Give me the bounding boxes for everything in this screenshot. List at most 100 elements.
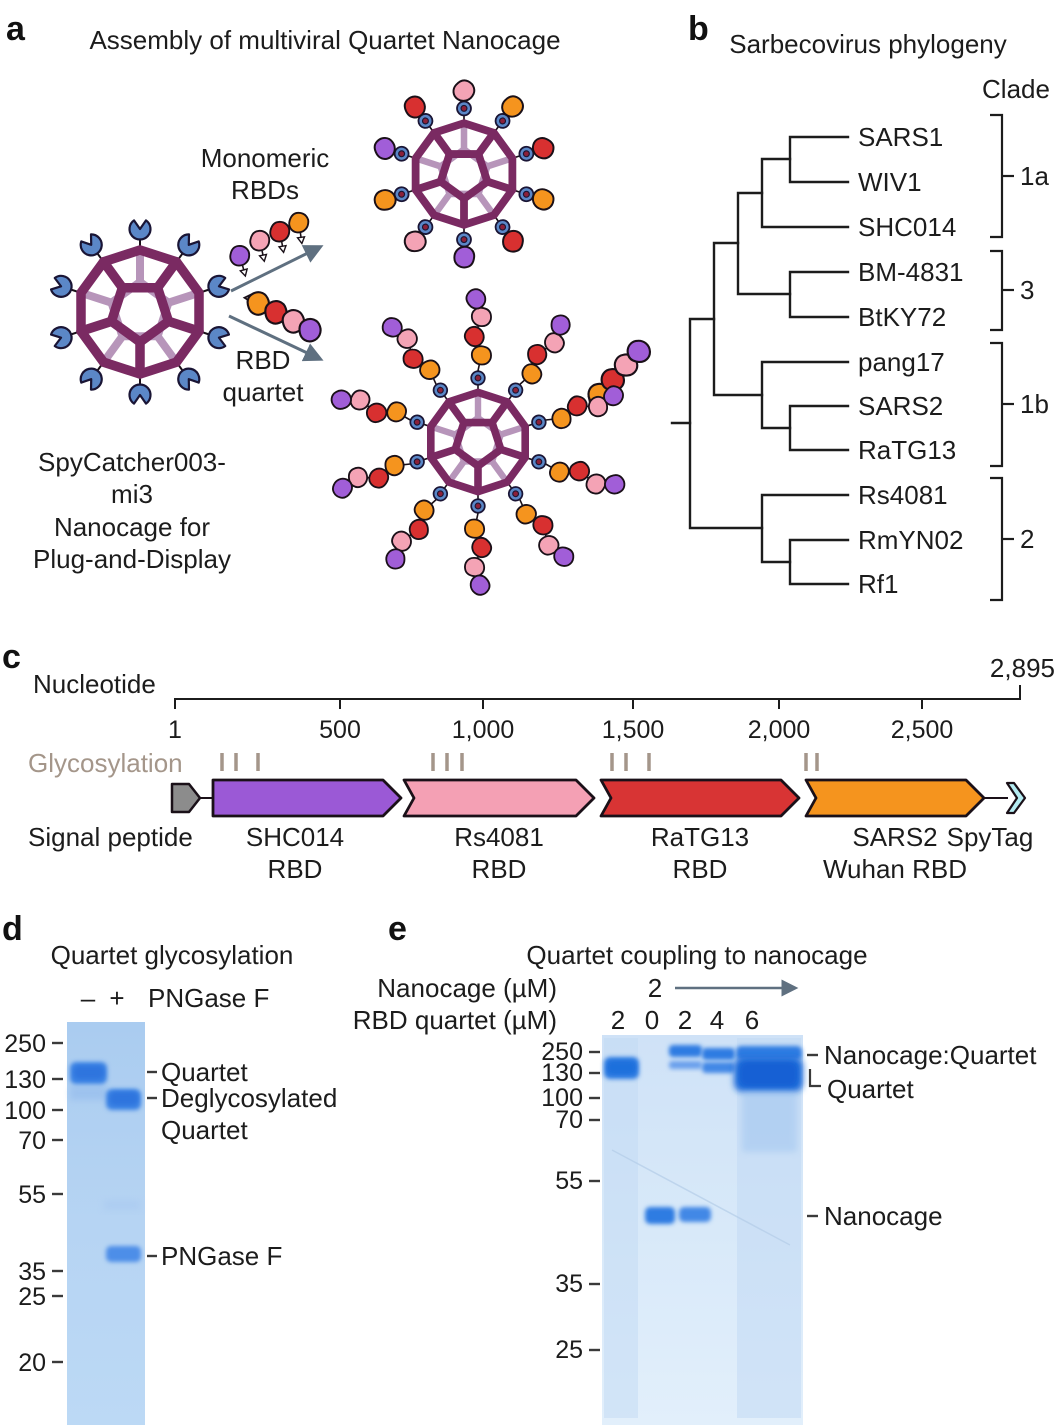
taxon-label: RaTG13: [858, 435, 956, 465]
monomeric-rbds-label-2: RBDs: [231, 175, 299, 205]
glycosylation-label: Glycosylation: [28, 748, 183, 778]
clade-label: 1a: [1020, 161, 1049, 191]
panel-b-title: Sarbecovirus phylogeny: [729, 29, 1007, 59]
gene-label-rs4081: Rs4081: [454, 822, 544, 852]
panel-e: e Quartet coupling to nanocage Nanocage …: [353, 910, 1037, 1425]
panel-e-letter: e: [388, 910, 407, 948]
panel-d-letter: d: [2, 910, 23, 948]
gene-map: [170, 778, 1027, 818]
clade-label: 2: [1020, 524, 1034, 554]
spytag-block: [1005, 781, 1027, 815]
ladder-label: 70: [18, 1127, 46, 1155]
taxon-label: BtKY72: [858, 302, 946, 332]
ladder-label: 55: [555, 1167, 583, 1195]
panel-a-title: Assembly of multiviral Quartet Nanocage: [89, 25, 560, 55]
rbd-quartet-conc-label: RBD quartet (µM): [353, 1005, 557, 1035]
gel-d-annotations: Quartet Deglycosylated Quartet PNGase F: [147, 1057, 337, 1271]
gene-sublabel-shc014: RBD: [268, 854, 323, 884]
band-lane4-complex: [702, 1048, 735, 1060]
taxa-labels: SARS1 WIV1 SHC014 BM-4831 BtKY72 pang17 …: [858, 122, 964, 599]
band-annotation-pngasef: PNGase F: [161, 1241, 282, 1271]
monomeric-rbds-label-1: Monomeric: [201, 143, 330, 173]
panel-d: d Quartet glycosylation – + PNGase F 250…: [2, 910, 337, 1425]
panel-a-letter: a: [6, 10, 26, 48]
signal-peptide-label: Signal peptide: [28, 822, 193, 852]
caption-plug-and-display: Plug-and-Display: [33, 544, 231, 574]
nanocage-conc-label: Nanocage (µM): [377, 973, 557, 1003]
band-lane5-complex: [736, 1046, 802, 1060]
rbd-quartet-chain-icon: [241, 287, 328, 346]
lane-value: 2: [611, 1005, 625, 1035]
gene-label-sars2: SARS2: [852, 822, 937, 852]
taxon-label: BM-4831: [858, 257, 964, 287]
gel-e-annotations: Nanocage:Quartet Quartet Nanocage: [807, 1040, 1037, 1231]
taxon-label: SHC014: [858, 212, 956, 242]
gel-d: [67, 1022, 145, 1425]
gel-e: [602, 1035, 803, 1425]
panel-a: a Assembly of multiviral Quartet Nanocag…: [6, 10, 658, 598]
spytag-label: SpyTag: [947, 822, 1034, 852]
clade-label: 1b: [1020, 389, 1049, 419]
band-annotation-deglycosylated-1: Deglycosylated: [161, 1083, 337, 1113]
panel-c: c Nucleotide 2,895 1 500 1,000 1,500 2,0…: [2, 638, 1055, 884]
ladder-label: 35: [555, 1270, 583, 1298]
taxon-label: SARS2: [858, 391, 943, 421]
phylogeny-tree: [670, 135, 850, 586]
clade-label: 3: [1020, 275, 1034, 305]
band-lane3-nanocage: [679, 1207, 711, 1222]
band-annotation-nanocage: Nanocage: [824, 1201, 943, 1231]
ladder-label: 130: [4, 1066, 46, 1094]
panel-b-letter: b: [688, 10, 709, 48]
gene-sublabel-rs4081: RBD: [472, 854, 527, 884]
enzyme-header-label: PNGase F: [148, 983, 269, 1013]
gene-block-ratg13: [599, 778, 801, 818]
ladder-label: 20: [18, 1349, 46, 1377]
ladder-label: 25: [555, 1336, 583, 1364]
gene-label-ratg13: RaTG13: [651, 822, 749, 852]
caption-mi3: mi3: [111, 479, 153, 509]
ladder-label: 25: [18, 1283, 46, 1311]
gene-block-shc014: [211, 778, 403, 818]
band-annotation-deglycosylated-2: Quartet: [161, 1115, 248, 1145]
ladder-label: 130: [541, 1059, 583, 1087]
axis-tick-label: 1,500: [602, 716, 665, 744]
gene-block-rs4081: [402, 778, 596, 818]
band-annotation-nanocage-quartet: Nanocage:Quartet: [824, 1040, 1037, 1070]
ladder-label: 100: [541, 1084, 583, 1112]
glycosylation-site-marks: [220, 753, 819, 771]
band-annotation-quartet: Quartet: [827, 1074, 914, 1104]
nucleotide-axis-label: Nucleotide: [33, 669, 156, 699]
clade-brackets: 1a 3 1b 2: [990, 113, 1049, 602]
nucleotide-axis: 1 500 1,000 1,500 2,000 2,500: [168, 685, 1021, 744]
signal-peptide-block: [170, 782, 202, 814]
nanocage-monomeric-icon: [369, 76, 555, 272]
rbd-quartet-label-2: quartet: [223, 377, 305, 407]
arrow-quartet: [228, 314, 324, 362]
lane-value: 4: [710, 1005, 724, 1035]
panel-b: b Sarbecovirus phylogeny Clade SARS1 WIV…: [670, 10, 1050, 602]
gene-block-sars2: [804, 778, 986, 818]
axis-tick-label: 1,000: [452, 716, 515, 744]
lane-value: 6: [745, 1005, 759, 1035]
monomeric-rbd-row-icon: [226, 210, 311, 279]
axis-tick-label: 500: [319, 716, 361, 744]
nanocage-spycatcher-icon: [50, 220, 231, 403]
ladder-d: 250 130 100 70 55 35 25 20: [4, 1030, 63, 1377]
panel-e-title: Quartet coupling to nanocage: [526, 940, 867, 970]
rbd-quartet-label-1: RBD: [236, 345, 291, 375]
taxon-label: pang17: [858, 347, 945, 377]
axis-tick-label: 2,000: [748, 716, 811, 744]
taxon-label: WIV1: [858, 167, 922, 197]
panel-c-letter: c: [2, 638, 21, 676]
caption-nanocage-for: Nanocage for: [54, 512, 210, 542]
arrow-monomeric: [230, 245, 324, 293]
lane-header-minus: –: [81, 983, 96, 1013]
axis-tick-label: 2,500: [891, 716, 954, 744]
band-annotation-quartet: Quartet: [161, 1057, 248, 1087]
taxon-label: Rs4081: [858, 480, 948, 510]
caption-spycatcher003: SpyCatcher003-: [38, 447, 226, 477]
axis-tick-label: 1: [168, 716, 182, 744]
gene-sublabel-ratg13: RBD: [673, 854, 728, 884]
